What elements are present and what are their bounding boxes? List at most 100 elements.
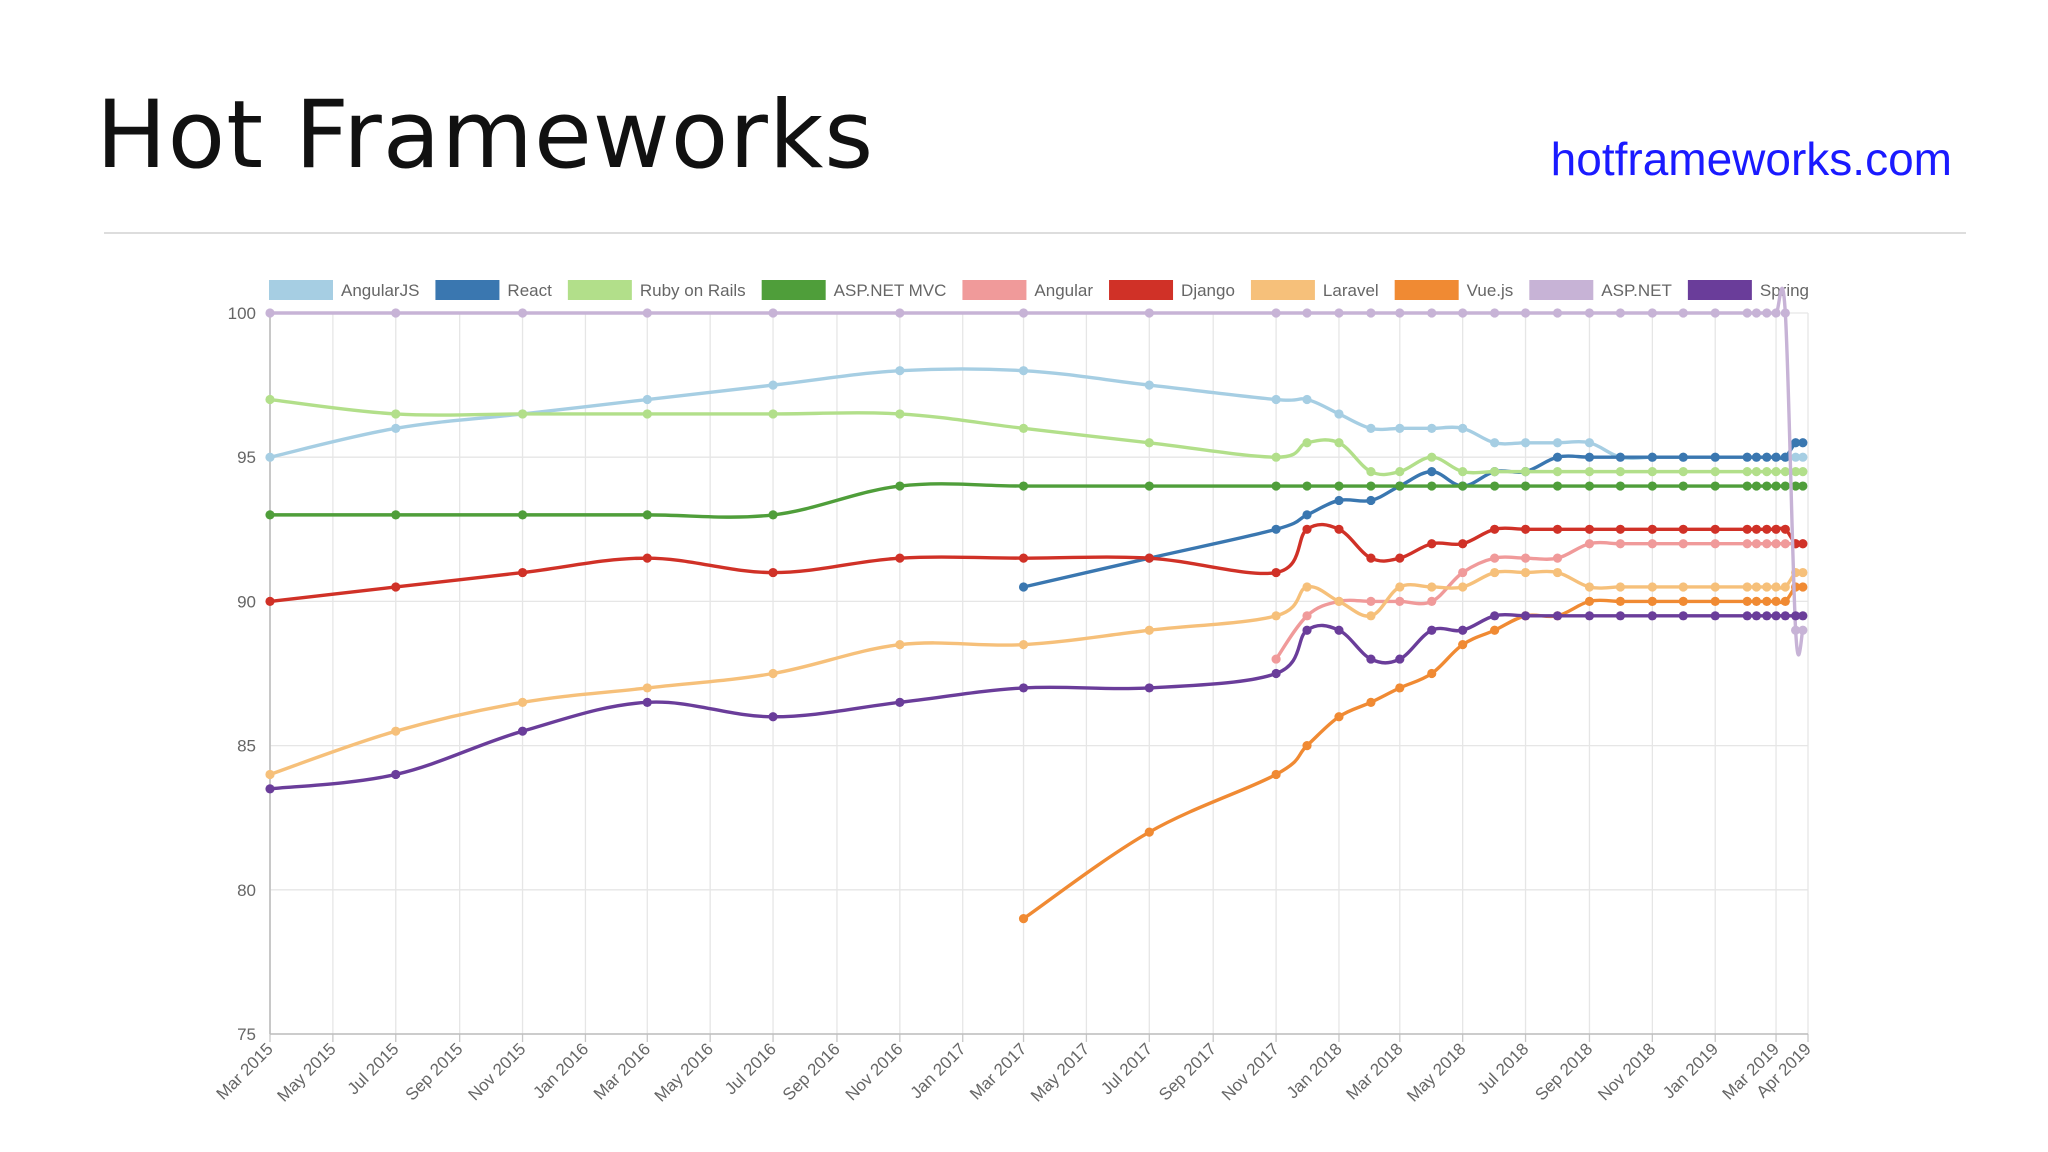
- data-point-asp-net[interactable]: [1302, 308, 1312, 318]
- data-point-django[interactable]: [265, 596, 275, 607]
- data-point-ruby-on-rails[interactable]: [1144, 438, 1154, 448]
- data-point-ruby-on-rails[interactable]: [768, 409, 778, 419]
- data-point-spring[interactable]: [1762, 611, 1772, 621]
- data-point-angular[interactable]: [1751, 539, 1762, 549]
- data-point-asp-net-mvc[interactable]: [1798, 481, 1808, 491]
- data-point-angular[interactable]: [1780, 539, 1790, 549]
- data-point-laravel[interactable]: [1762, 582, 1772, 592]
- data-point-angular[interactable]: [1427, 596, 1437, 607]
- data-point-vue-js[interactable]: [1334, 712, 1344, 722]
- legend-item-asp-net-mvc[interactable]: ASP.NET MVC: [761, 280, 947, 300]
- data-point-spring[interactable]: [1742, 611, 1752, 621]
- data-point-asp-net-mvc[interactable]: [1762, 481, 1772, 491]
- data-point-django[interactable]: [1678, 524, 1688, 534]
- data-point-django[interactable]: [1742, 524, 1752, 534]
- data-point-spring[interactable]: [1520, 611, 1531, 621]
- data-point-ruby-on-rails[interactable]: [1334, 438, 1344, 448]
- data-point-spring[interactable]: [265, 784, 275, 794]
- data-point-vue-js[interactable]: [1710, 596, 1720, 607]
- source-link[interactable]: hotframeworks.com: [1550, 133, 1952, 185]
- data-point-asp-net-mvc[interactable]: [1615, 481, 1625, 491]
- data-point-vue-js[interactable]: [1678, 596, 1688, 607]
- data-point-laravel[interactable]: [1552, 567, 1563, 578]
- legend-item-spring[interactable]: Spring: [1687, 280, 1809, 300]
- data-point-asp-net-mvc[interactable]: [768, 510, 778, 520]
- data-point-asp-net[interactable]: [1458, 308, 1468, 318]
- data-point-spring[interactable]: [642, 697, 652, 707]
- data-point-react[interactable]: [1302, 510, 1312, 520]
- data-point-spring[interactable]: [1647, 611, 1657, 621]
- data-point-ruby-on-rails[interactable]: [1458, 467, 1468, 477]
- data-point-asp-net-mvc[interactable]: [517, 510, 528, 520]
- data-point-django[interactable]: [1798, 539, 1808, 549]
- data-point-laravel[interactable]: [1710, 582, 1720, 592]
- data-point-asp-net-mvc[interactable]: [1144, 481, 1154, 491]
- data-point-vue-js[interactable]: [1395, 683, 1405, 693]
- data-point-ruby-on-rails[interactable]: [1395, 467, 1405, 477]
- data-point-asp-net-mvc[interactable]: [1742, 481, 1752, 491]
- data-point-django[interactable]: [1334, 524, 1344, 534]
- data-point-laravel[interactable]: [1771, 582, 1781, 592]
- data-point-angularjs[interactable]: [1271, 394, 1281, 405]
- data-point-asp-net[interactable]: [642, 308, 652, 318]
- data-point-laravel[interactable]: [265, 769, 275, 780]
- data-point-vue-js[interactable]: [1490, 625, 1500, 635]
- data-point-laravel[interactable]: [391, 726, 401, 736]
- data-point-ruby-on-rails[interactable]: [1678, 467, 1688, 477]
- data-point-spring[interactable]: [1710, 611, 1720, 621]
- data-point-laravel[interactable]: [1334, 596, 1344, 607]
- data-point-asp-net-mvc[interactable]: [1271, 481, 1281, 491]
- data-point-laravel[interactable]: [1520, 567, 1531, 578]
- data-point-asp-net[interactable]: [1678, 308, 1688, 318]
- data-point-angularjs[interactable]: [1334, 409, 1344, 419]
- data-point-angularjs[interactable]: [1490, 438, 1500, 448]
- data-point-angularjs[interactable]: [1144, 380, 1154, 390]
- data-point-django[interactable]: [1710, 524, 1720, 534]
- data-point-asp-net[interactable]: [1018, 308, 1029, 318]
- data-point-laravel[interactable]: [1742, 582, 1752, 592]
- data-point-angularjs[interactable]: [1302, 394, 1312, 405]
- data-point-spring[interactable]: [768, 712, 778, 722]
- data-point-laravel[interactable]: [895, 640, 905, 650]
- data-point-angular[interactable]: [1584, 539, 1595, 549]
- data-point-asp-net[interactable]: [1751, 308, 1762, 318]
- data-point-asp-net[interactable]: [1615, 308, 1625, 318]
- data-point-django[interactable]: [1647, 524, 1657, 534]
- data-point-react[interactable]: [1710, 452, 1720, 462]
- data-point-vue-js[interactable]: [1780, 596, 1790, 607]
- data-point-django[interactable]: [768, 567, 778, 578]
- data-point-asp-net[interactable]: [1144, 308, 1154, 318]
- data-point-angularjs[interactable]: [768, 380, 778, 390]
- data-point-spring[interactable]: [1780, 611, 1790, 621]
- data-point-asp-net[interactable]: [1490, 308, 1500, 318]
- data-point-vue-js[interactable]: [1647, 596, 1657, 607]
- legend-item-laravel[interactable]: Laravel: [1250, 280, 1379, 300]
- data-point-ruby-on-rails[interactable]: [1520, 467, 1531, 477]
- data-point-asp-net[interactable]: [1520, 308, 1531, 318]
- legend-item-react[interactable]: React: [435, 280, 552, 300]
- data-point-react[interactable]: [1780, 452, 1790, 462]
- data-point-laravel[interactable]: [1751, 582, 1762, 592]
- data-point-django[interactable]: [1490, 524, 1500, 534]
- data-point-angular[interactable]: [1271, 654, 1281, 664]
- data-point-vue-js[interactable]: [1762, 596, 1772, 607]
- data-point-asp-net-mvc[interactable]: [1780, 481, 1790, 491]
- data-point-ruby-on-rails[interactable]: [1751, 467, 1762, 477]
- data-point-react[interactable]: [1647, 452, 1657, 462]
- data-point-angularjs[interactable]: [1584, 438, 1595, 448]
- data-point-angular[interactable]: [1395, 596, 1405, 607]
- data-point-spring[interactable]: [1271, 668, 1281, 679]
- data-point-angular[interactable]: [1615, 539, 1625, 549]
- data-point-react[interactable]: [1427, 467, 1437, 477]
- data-point-ruby-on-rails[interactable]: [1366, 467, 1376, 477]
- data-point-angular[interactable]: [1490, 553, 1500, 563]
- data-point-ruby-on-rails[interactable]: [265, 394, 275, 405]
- data-point-react[interactable]: [1678, 452, 1688, 462]
- data-point-vue-js[interactable]: [1798, 582, 1808, 592]
- data-point-asp-net-mvc[interactable]: [1334, 481, 1344, 491]
- data-point-react[interactable]: [1751, 452, 1762, 462]
- data-point-django[interactable]: [1771, 524, 1781, 534]
- data-point-ruby-on-rails[interactable]: [642, 409, 652, 419]
- data-point-django[interactable]: [1395, 553, 1405, 563]
- data-point-django[interactable]: [1271, 567, 1281, 578]
